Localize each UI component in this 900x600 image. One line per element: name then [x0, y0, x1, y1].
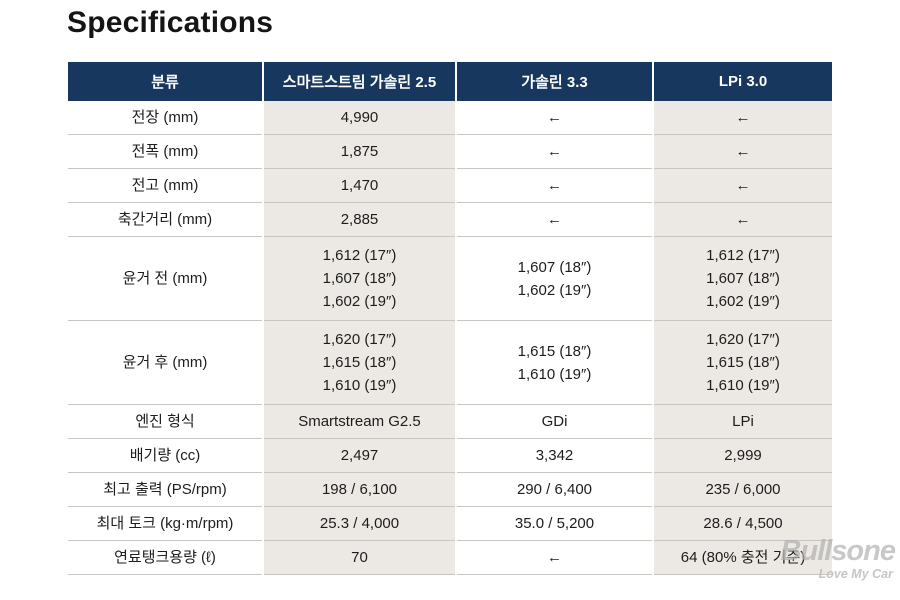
- table-cell: 2,885: [262, 202, 456, 237]
- cell-line: 1,607 (18″): [706, 270, 780, 287]
- table-cell: Smartstream G2.5: [262, 404, 456, 439]
- table-cell: 25.3 / 4,000: [262, 506, 456, 541]
- table-cell: 4,990: [262, 101, 456, 135]
- table-row: 윤거 전 (mm) 1,612 (17″) 1,607 (18″) 1,602 (19…: [68, 236, 832, 321]
- cell-line: 1,615 (18″): [517, 342, 592, 360]
- table-cell: LPi: [652, 404, 832, 439]
- table-cell: 1,612 (17″) 1,607 (18″) 1,602 (19″): [262, 236, 456, 321]
- row-label: 전고 (mm): [68, 168, 263, 203]
- table-cell: ←: [652, 202, 832, 237]
- table-row: 윤거 후 (mm) 1,620 (17″) 1,615 (18″) 1,610 (19…: [68, 320, 832, 405]
- table-cell: 28.6 / 4,500: [652, 506, 832, 541]
- table-cell: 2,497: [262, 438, 456, 473]
- table-row: 최고 출력 (PS/rpm) 198 / 6,100 290 / 6,400 235 …: [68, 472, 832, 507]
- table-row: 전폭 (mm) 1,875 ← ←: [68, 134, 832, 169]
- cell-line: 1,612 (17″): [322, 247, 397, 264]
- table-cell: 70: [262, 540, 456, 575]
- row-label: 엔진 형식: [68, 404, 263, 439]
- table-cell: 64 (80% 충전 기준): [652, 540, 832, 575]
- row-label: 배기량 (cc): [68, 438, 263, 473]
- cell-line: 1,620 (17″): [706, 331, 780, 348]
- table-cell: 35.0 / 5,200: [455, 506, 653, 541]
- row-label: 최고 출력 (PS/rpm): [68, 472, 263, 507]
- cell-line: 1,602 (19″): [322, 293, 397, 310]
- cell-line: 1,612 (17″): [706, 247, 780, 264]
- cell-line: 1,602 (19″): [517, 281, 592, 299]
- table-cell: 198 / 6,100: [262, 472, 456, 507]
- row-label: 축간거리 (mm): [68, 202, 263, 237]
- table-cell: ←: [455, 168, 653, 203]
- cell-line: 1,615 (18″): [706, 354, 780, 371]
- cell-line: 1,607 (18″): [322, 270, 397, 287]
- cell-line: 1,610 (19″): [322, 377, 397, 394]
- page-title: Specifications: [67, 6, 274, 39]
- table-row: 연료탱크용량 (ℓ) 70 ← 64 (80% 충전 기준): [68, 540, 832, 575]
- table-cell: 1,612 (17″) 1,607 (18″) 1,602 (19″): [652, 236, 832, 321]
- cell-line: 1,607 (18″): [517, 258, 592, 276]
- cell-line: 1,620 (17″): [322, 331, 397, 348]
- table-cell: 2,999: [652, 438, 832, 473]
- table-cell: 1,620 (17″) 1,615 (18″) 1,610 (19″): [262, 320, 456, 405]
- spec-table-body: 전장 (mm) 4,990 ← ← 전폭 (mm) 1,875 ← ← 전고 (mm) 1,470…: [68, 101, 832, 575]
- column-header-smartstream-gasoline-2-5: 스마트스트림 가솔린 2.5: [262, 62, 456, 101]
- table-cell: 1,470: [262, 168, 456, 203]
- row-label: 윤거 전 (mm): [68, 236, 263, 321]
- table-row: 최대 토크 (kg·m/rpm) 25.3 / 4,000 35.0 / 5,200…: [68, 506, 832, 541]
- header-row: 분류 스마트스트림 가솔린 2.5 가솔린 3.3 LPi 3.0: [68, 62, 832, 101]
- column-header-gasoline-3-3: 가솔린 3.3: [455, 62, 653, 101]
- column-header-category: 분류: [68, 62, 263, 101]
- row-label: 전폭 (mm): [68, 134, 263, 169]
- table-cell: ←: [455, 134, 653, 169]
- row-label: 최대 토크 (kg·m/rpm): [68, 506, 263, 541]
- table-cell: ←: [455, 101, 653, 135]
- row-label: 연료탱크용량 (ℓ): [68, 540, 263, 575]
- cell-line: 1,615 (18″): [322, 354, 397, 371]
- table-cell: 3,342: [455, 438, 653, 473]
- cell-line: 1,602 (19″): [706, 293, 780, 310]
- table-cell: ←: [652, 168, 832, 203]
- table-cell: 1,620 (17″) 1,615 (18″) 1,610 (19″): [652, 320, 832, 405]
- table-cell: 1,607 (18″) 1,602 (19″): [455, 236, 653, 321]
- table-cell: ←: [455, 202, 653, 237]
- table-cell: 1,615 (18″) 1,610 (19″): [455, 320, 653, 405]
- specifications-table: 분류 스마트스트림 가솔린 2.5 가솔린 3.3 LPi 3.0 전장 (mm…: [68, 62, 832, 575]
- table-cell: 1,875: [262, 134, 456, 169]
- table-row: 전장 (mm) 4,990 ← ←: [68, 101, 832, 135]
- table-header: 분류 스마트스트림 가솔린 2.5 가솔린 3.3 LPi 3.0: [68, 62, 832, 101]
- column-header-lpi-3-0: LPi 3.0: [652, 62, 832, 101]
- table-cell: GDi: [455, 404, 653, 439]
- table-row: 축간거리 (mm) 2,885 ← ←: [68, 202, 832, 237]
- row-label: 전장 (mm): [68, 101, 263, 135]
- cell-line: 1,610 (19″): [706, 377, 780, 394]
- row-label: 윤거 후 (mm): [68, 320, 263, 405]
- table-row: 전고 (mm) 1,470 ← ←: [68, 168, 832, 203]
- table-row: 배기량 (cc) 2,497 3,342 2,999: [68, 438, 832, 473]
- cell-line: 1,610 (19″): [517, 365, 592, 383]
- table-row: 엔진 형식 Smartstream G2.5 GDi LPi: [68, 404, 832, 439]
- table-cell: ←: [652, 134, 832, 169]
- table-cell: ←: [652, 101, 832, 135]
- table-cell: 235 / 6,000: [652, 472, 832, 507]
- table-cell: ←: [455, 540, 653, 575]
- table-cell: 290 / 6,400: [455, 472, 653, 507]
